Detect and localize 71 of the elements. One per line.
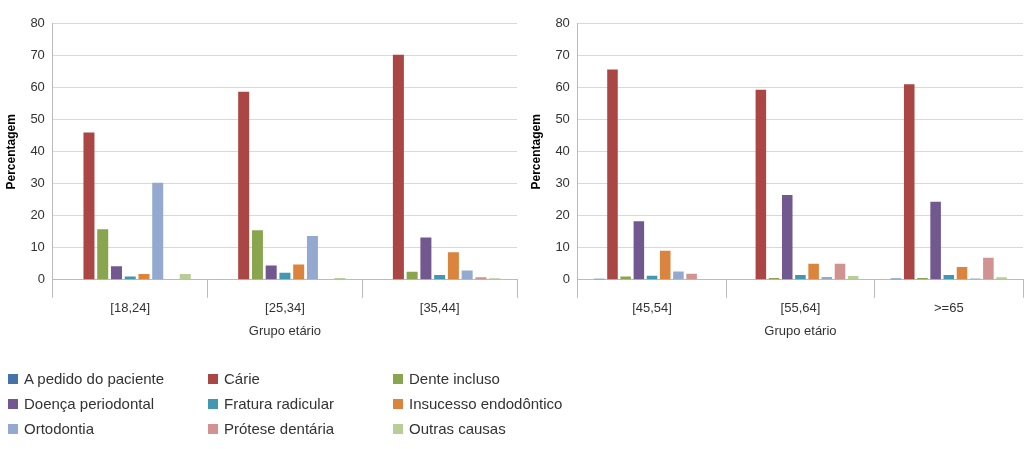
- bar: [956, 267, 968, 280]
- bar: [406, 271, 418, 280]
- x-axis-title: Grupo etário: [248, 322, 322, 338]
- bar: [420, 237, 432, 280]
- y-tick-label: 30: [555, 175, 570, 191]
- bar: [447, 252, 459, 280]
- bar: [475, 277, 487, 280]
- bar: [781, 195, 793, 280]
- x-tick-label: [18,24]: [110, 300, 151, 316]
- legend-label: Outras causas: [408, 420, 507, 437]
- bar: [834, 263, 846, 280]
- bar: [996, 277, 1007, 280]
- y-tick-label: 20: [555, 207, 570, 223]
- bar: [110, 266, 122, 280]
- bar: [633, 221, 645, 280]
- y-tick-label: 0: [562, 271, 570, 287]
- y-tick-label: 40: [30, 143, 45, 159]
- x-tick-label: >=65: [933, 300, 964, 316]
- x-axis-title: Grupo etário: [764, 322, 837, 338]
- bar: [659, 250, 671, 280]
- legend-label: Cárie: [223, 370, 261, 387]
- bar: [138, 274, 150, 280]
- y-tick-label: 70: [30, 47, 45, 63]
- bar: [903, 84, 915, 280]
- y-tick-label: 40: [555, 143, 570, 159]
- bar: [434, 275, 446, 280]
- bar: [930, 201, 941, 280]
- y-tick-label: 70: [555, 47, 570, 63]
- bar: [152, 182, 164, 280]
- y-tick-label: 50: [30, 111, 45, 127]
- y-tick-label: 20: [30, 207, 45, 223]
- bar: [293, 264, 305, 280]
- legend-label: A pedido do paciente: [23, 370, 166, 387]
- bar: [461, 270, 473, 280]
- legend-label: Prótese dentária: [223, 420, 336, 437]
- y-tick-label: 10: [555, 239, 570, 255]
- y-tick-label: 50: [555, 111, 570, 127]
- x-tick-label: [45,54]: [632, 300, 672, 316]
- y-tick-label: 0: [37, 271, 45, 287]
- bar: [983, 257, 994, 280]
- bar: [97, 229, 109, 280]
- y-tick-label: 80: [555, 15, 570, 31]
- bar: [265, 265, 277, 280]
- bar: [607, 69, 618, 280]
- y-tick-label: 60: [555, 79, 570, 95]
- bar: [279, 272, 291, 280]
- legend-label: Doença periodontal: [23, 395, 156, 412]
- bar: [238, 91, 250, 280]
- x-tick-label: [25,34]: [265, 300, 305, 316]
- legend-label: Ortodontia: [23, 420, 96, 437]
- y-tick-label: 60: [30, 79, 45, 95]
- bar: [306, 235, 318, 280]
- legend-label: Fratura radicular: [223, 395, 336, 412]
- bar: [795, 275, 806, 280]
- x-tick-label: [35,44]: [419, 300, 460, 316]
- y-tick-label: 80: [30, 15, 45, 31]
- bar: [686, 273, 697, 280]
- legend-label: Insucesso endodôntico: [408, 395, 564, 412]
- legend-label: Dente incluso: [408, 370, 501, 387]
- y-axis-title: Percentagem: [528, 114, 543, 190]
- bar: [808, 263, 819, 280]
- bar: [673, 271, 684, 280]
- bar: [755, 89, 767, 280]
- bar: [251, 230, 263, 280]
- bar: [179, 274, 191, 280]
- y-tick-label: 10: [30, 239, 45, 255]
- y-tick-label: 30: [30, 175, 45, 191]
- bar: [392, 54, 404, 280]
- bar: [83, 132, 95, 280]
- x-tick-label: [55,64]: [780, 300, 821, 316]
- y-axis-title: Percentagem: [3, 114, 18, 190]
